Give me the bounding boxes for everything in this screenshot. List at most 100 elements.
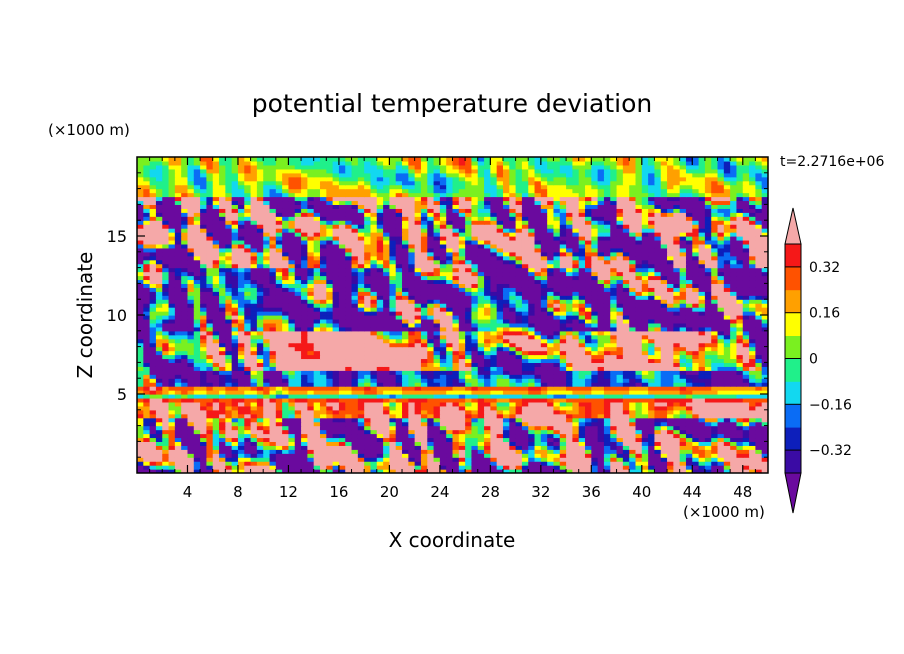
heatmap-cell — [540, 350, 548, 356]
heatmap-cell — [698, 469, 706, 473]
heatmap-cell — [452, 370, 460, 375]
heatmap-cell — [174, 405, 182, 411]
heatmap-cell — [250, 370, 258, 375]
heatmap-cell — [553, 417, 561, 423]
heatmap-cell — [219, 311, 226, 316]
heatmap-cell — [591, 338, 599, 344]
heatmap-cell — [458, 350, 466, 356]
heatmap-cell — [736, 346, 744, 352]
heatmap-cell — [477, 390, 485, 395]
heatmap-cell — [458, 449, 466, 454]
heatmap-cell — [427, 461, 435, 466]
heatmap-cell — [610, 366, 618, 371]
heatmap-cell — [616, 382, 624, 387]
heatmap-cell — [181, 315, 189, 320]
heatmap-cell — [395, 433, 403, 439]
heatmap-cell — [452, 366, 460, 371]
heatmap-cell — [559, 449, 567, 454]
heatmap-cell — [288, 401, 296, 407]
heatmap-cell — [723, 318, 731, 324]
heatmap-cell — [477, 366, 485, 371]
heatmap-cell — [420, 311, 428, 316]
heatmap-cell — [332, 338, 340, 344]
heatmap-cell — [332, 386, 340, 391]
heatmap-cell — [225, 390, 233, 395]
heatmap-cell — [477, 449, 485, 454]
heatmap-cell — [389, 453, 397, 458]
heatmap-cell — [559, 283, 567, 288]
heatmap-cell — [376, 334, 384, 340]
heatmap-cell — [610, 465, 618, 470]
heatmap-cell — [717, 409, 725, 415]
heatmap-cell — [427, 366, 435, 371]
heatmap-cell — [427, 322, 435, 328]
heatmap-cell — [591, 386, 599, 391]
heatmap-cell — [155, 279, 163, 284]
heatmap-cell — [648, 374, 656, 379]
heatmap-cell — [237, 322, 245, 328]
heatmap-cell — [471, 358, 479, 363]
heatmap-cell — [282, 445, 290, 450]
heatmap-cell — [471, 390, 479, 395]
heatmap-cell — [484, 318, 491, 324]
heatmap-cell — [761, 303, 768, 308]
heatmap-cell — [528, 409, 536, 415]
heatmap-cell — [307, 441, 315, 446]
heatmap-cell — [685, 299, 693, 304]
heatmap-cell — [174, 374, 182, 379]
heatmap-cell — [698, 425, 706, 431]
heatmap-cell — [332, 401, 340, 407]
heatmap-cell — [502, 366, 510, 371]
heatmap-cell — [635, 405, 643, 411]
heatmap-cell — [332, 366, 340, 371]
heatmap-cell — [370, 397, 378, 403]
heatmap-cell — [376, 303, 384, 308]
heatmap-cell — [282, 394, 290, 399]
heatmap-cell — [629, 433, 637, 439]
heatmap-cell — [622, 322, 630, 328]
heatmap-cell — [698, 307, 706, 312]
heatmap-cell — [137, 287, 144, 292]
heatmap-cell — [187, 382, 195, 387]
heatmap-cell — [685, 394, 693, 399]
heatmap-cell — [704, 382, 712, 387]
heatmap-cell — [219, 291, 226, 296]
heatmap-cell — [200, 378, 208, 383]
heatmap-cell — [168, 279, 176, 284]
heatmap-cell — [711, 386, 719, 391]
heatmap-cell — [338, 279, 346, 284]
heatmap-cell — [155, 291, 163, 296]
heatmap-cell — [439, 279, 447, 284]
heatmap-cell — [269, 287, 277, 292]
heatmap-cell — [275, 382, 283, 387]
heatmap-cell — [282, 461, 290, 466]
heatmap-cell — [603, 334, 611, 340]
heatmap-cell — [250, 358, 258, 363]
heatmap-cell — [458, 366, 466, 371]
heatmap-cell — [143, 421, 151, 427]
heatmap-cell — [427, 394, 435, 399]
heatmap-cell — [168, 461, 176, 466]
heatmap-cell — [427, 425, 435, 431]
heatmap-cell — [629, 453, 637, 458]
heatmap-cell — [496, 397, 504, 403]
heatmap-cell — [402, 417, 409, 423]
heatmap-cell — [711, 461, 719, 466]
heatmap-cell — [610, 397, 618, 403]
heatmap-cell — [547, 346, 555, 352]
heatmap-cell — [616, 350, 624, 356]
heatmap-cell — [641, 358, 649, 363]
time-label: t=2.2716e+06 — [780, 154, 884, 170]
heatmap-cell — [244, 307, 252, 312]
heatmap-cell — [414, 299, 422, 304]
heatmap-cell — [250, 322, 258, 328]
heatmap-cell — [263, 453, 271, 458]
heatmap-cell — [288, 409, 296, 415]
heatmap-cell — [736, 394, 744, 399]
heatmap-cell — [566, 334, 573, 340]
heatmap-cell — [515, 283, 523, 288]
heatmap-cell — [717, 311, 725, 316]
heatmap-cell — [414, 397, 422, 403]
heatmap-cell — [717, 390, 725, 395]
heatmap-cell — [578, 465, 586, 470]
